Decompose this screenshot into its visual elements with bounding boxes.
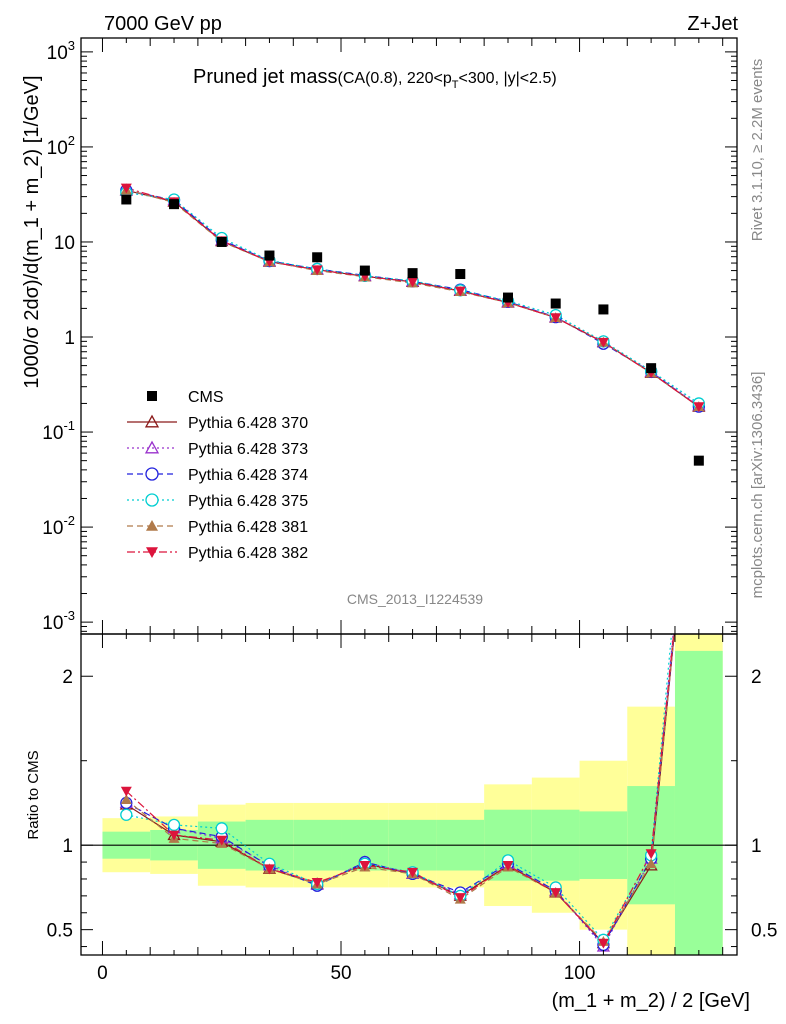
analysis-watermark: CMS_2013_I1224539 (347, 591, 483, 607)
legend-label: Pythia 6.428 374 (188, 467, 308, 484)
main-series-line-4 (126, 192, 700, 404)
cms-data-point (693, 455, 704, 466)
ratio-y-tick-label: 2 (62, 667, 73, 688)
axis-ticks: 10-3 10-2 10-1 1 10 102 103 0 50 100 0.5 0.5 1 1 2 2 (42, 38, 777, 984)
ratio-point-s6 (216, 835, 228, 846)
ratio-frame (80, 633, 738, 956)
main-point-s6 (311, 265, 323, 276)
main-series-line-5 (126, 189, 700, 408)
ratio-point-s6 (454, 893, 466, 904)
ratio-point-s6 (263, 864, 275, 875)
legend-marker (144, 440, 160, 454)
ratio-point-s4 (120, 808, 133, 821)
main-point-s6 (120, 183, 132, 194)
axis-frames (80, 37, 738, 956)
cms-data-point (169, 199, 180, 210)
y-tick-label: 102 (47, 133, 75, 159)
cms-data-point (359, 265, 370, 276)
main-series-line-1 (126, 189, 700, 408)
x-tick-label: 100 (564, 963, 596, 984)
main-point-s6 (454, 286, 466, 297)
ratio-series-layer (119, 634, 675, 952)
legend-label: Pythia 6.428 381 (188, 519, 308, 536)
legend: CMS Pythia 6.428 370 Pythia 6.428 373 Pythi… (127, 389, 308, 562)
cms-data-point (216, 236, 227, 247)
cms-data-point (646, 363, 657, 374)
x-tick-label: 0 (97, 963, 108, 984)
ratio-point-s5 (645, 858, 657, 869)
cms-data-point (502, 292, 513, 303)
cms-data-point (312, 252, 323, 263)
ratio-y-tick-label-right: 1 (751, 836, 762, 857)
legend-label: Pythia 6.428 373 (188, 441, 308, 458)
main-series-line-3 (126, 189, 700, 408)
ratio-y-tick-label: 0.5 (47, 921, 73, 942)
main-series-line-2 (126, 190, 700, 407)
y-tick-label: 10-1 (42, 418, 75, 444)
title-sub-pre: (CA(0.8), 220<p (338, 70, 452, 87)
ratio-point-s6 (168, 830, 180, 841)
header-left: 7000 GeV pp (104, 13, 222, 35)
legend-marker (145, 467, 159, 481)
legend-label: Pythia 6.428 382 (188, 545, 308, 562)
ratio-series-group (119, 634, 675, 952)
legend-label: Pythia 6.428 375 (188, 493, 308, 510)
ratio-point-s5 (120, 794, 132, 804)
legend-marker (147, 391, 157, 401)
main-frame (80, 37, 738, 635)
green-band-bin (674, 650, 723, 955)
cms-data-point (407, 268, 418, 279)
cms-data-point (121, 194, 132, 205)
ratio-point-s6 (502, 861, 514, 871)
cms-data-point (598, 304, 609, 315)
main-series-group (119, 183, 706, 466)
main-point-s6 (693, 402, 705, 413)
main-point-s6 (550, 313, 562, 324)
y-tick-label: 1 (64, 328, 75, 349)
y-axis-label-ratio: Ratio to CMS (25, 750, 42, 839)
ratio-point-s6 (311, 877, 323, 888)
legend-label: Pythia 6.428 370 (188, 415, 308, 432)
ratio-point-s6 (550, 888, 562, 898)
y-tick-label: 10-3 (42, 608, 75, 634)
ratio-uncertainty-bands (81, 634, 737, 955)
ratio-point-s6 (645, 849, 657, 860)
title-main: Pruned jet mass (193, 66, 338, 88)
x-axis-label: (m_1 + m_2) / 2 [GeV] (552, 990, 750, 1012)
legend-marker (145, 493, 159, 507)
rivet-label: Rivet 3.1.10, ≥ 2.2M events (749, 59, 766, 242)
mcplots-label: mcplots.cern.ch [arXiv:1306.3436] (749, 372, 766, 599)
ratio-point-s6 (407, 867, 419, 878)
ratio-point-s6 (597, 938, 609, 949)
ratio-band-group (81, 634, 737, 955)
main-point-s6 (597, 337, 609, 348)
ratio-y-tick-label-right: 2 (751, 667, 762, 688)
cms-data-point (455, 269, 466, 280)
ratio-point-s4 (167, 818, 181, 832)
ratio-point-s6 (359, 861, 371, 871)
ratio-y-tick-label: 1 (62, 836, 73, 857)
title-sub-subscript: T (452, 79, 459, 91)
y-axis-label-main: 1000/σ 2dσ)/d(m_1 + m_2) [1/GeV] (21, 75, 43, 388)
ratio-point-s6 (120, 786, 132, 797)
main-series-line-6 (126, 187, 700, 408)
x-tick-label: 50 (330, 963, 351, 984)
main-point-s6 (407, 277, 419, 288)
y-tick-label: 10-2 (42, 513, 75, 539)
legend-marker (146, 520, 158, 531)
chart-title: Pruned jet mass(CA(0.8), 220<pT<300, |y|… (193, 66, 557, 91)
cms-data-point (550, 298, 561, 309)
ratio-y-tick-label-right: 0.5 (751, 921, 777, 942)
legend-label: CMS (188, 389, 224, 406)
y-tick-label: 103 (47, 38, 75, 64)
legend-marker (146, 547, 158, 558)
header-right: Z+Jet (687, 13, 738, 35)
title-sub-post: <300, |y|<2.5) (459, 70, 557, 87)
ratio-point-s4 (215, 822, 228, 835)
main-series-layer (119, 183, 706, 466)
y-tick-label: 10 (54, 233, 75, 254)
legend-marker (144, 414, 160, 428)
cms-data-point (264, 250, 275, 261)
